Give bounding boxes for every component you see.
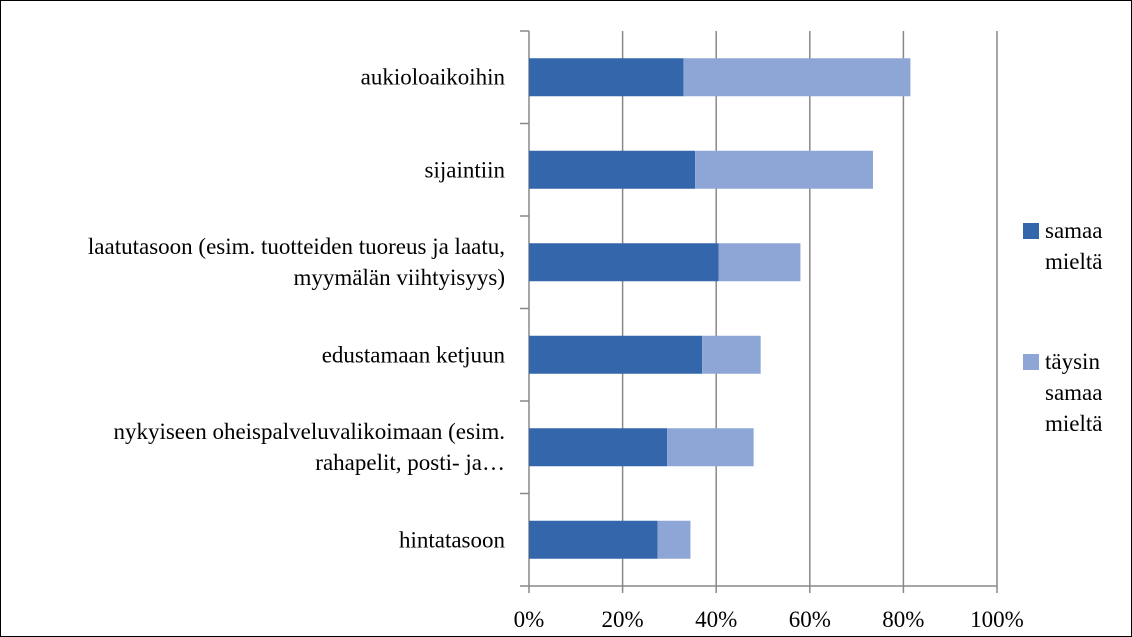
bar-segment — [657, 520, 691, 559]
x-tick-label: 60% — [788, 607, 831, 632]
bar-segment — [529, 335, 703, 374]
y-tick-label: hintatasoon — [398, 527, 505, 553]
x-tick-label: 20% — [601, 607, 644, 632]
bar-segment — [702, 335, 761, 374]
bar-segment — [667, 428, 754, 467]
legend-label: täysin samaa mieltä — [1045, 349, 1103, 436]
x-tick-label: 0% — [513, 607, 545, 632]
bar-segment — [529, 428, 668, 467]
bar-segment — [529, 243, 719, 282]
bar-segment — [683, 58, 911, 97]
legend-label: samaa mieltä — [1045, 218, 1103, 274]
legend-entry: täysin samaa mieltä — [1023, 346, 1123, 439]
legend-entry: samaa mieltä — [1023, 215, 1123, 277]
y-tick-label: aukioloaikoihin — [360, 64, 505, 90]
bar-segment — [529, 58, 684, 97]
x-tick-label: 80% — [882, 607, 925, 632]
bar-segment — [529, 150, 696, 189]
legend-swatch — [1023, 354, 1039, 370]
y-tick-label: nykyiseen oheispalveluvalikoimaan (esim.… — [113, 419, 505, 476]
y-tick-label: edustamaan ketjuun — [321, 342, 505, 368]
bar-segment — [695, 150, 873, 189]
legend-swatch — [1023, 223, 1039, 239]
y-tick-label: laatutasoon (esim. tuotteiden tuoreus ja… — [87, 234, 505, 291]
y-tick-label: sijaintiin — [424, 157, 506, 183]
bar-segment — [529, 520, 658, 559]
x-tick-label: 100% — [970, 607, 1024, 632]
bar-segment — [718, 243, 801, 282]
x-tick-label: 40% — [695, 607, 738, 632]
